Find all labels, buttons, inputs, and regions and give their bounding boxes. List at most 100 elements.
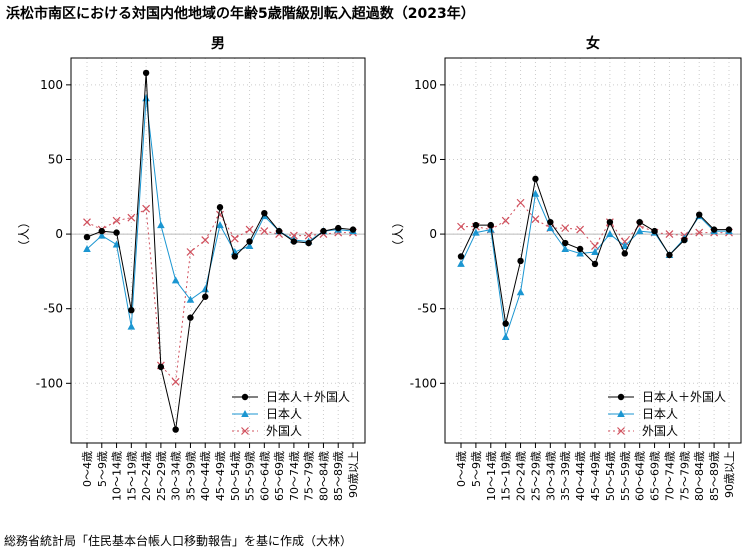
- series-line: [86, 98, 354, 327]
- legend-label: 日本人: [266, 407, 302, 421]
- x-tick-label: 75～79歳: [303, 451, 316, 501]
- legend-item: 外国人: [232, 424, 302, 438]
- data-point: [231, 253, 238, 260]
- data-point: [665, 230, 674, 239]
- legend-label: 外国人: [266, 424, 302, 438]
- x-tick-label: 70～74歳: [663, 451, 676, 501]
- x-tick-label: 75～79歳: [678, 451, 691, 501]
- data-point: [531, 189, 540, 197]
- data-point: [245, 225, 254, 234]
- data-point: [113, 229, 120, 236]
- data-point: [245, 242, 254, 250]
- data-point: [201, 236, 210, 244]
- data-point: [696, 211, 703, 218]
- x-tick-label: 0～4歳: [81, 451, 94, 487]
- x-tick-label: 85～89歳: [708, 451, 721, 501]
- data-point: [142, 204, 151, 213]
- data-point: [127, 322, 136, 330]
- data-point: [83, 233, 91, 241]
- y-tick-label: 50: [48, 152, 63, 166]
- data-point: [128, 306, 135, 314]
- y-tick-label: -100: [410, 376, 437, 390]
- x-tick-label: 60～64歳: [634, 451, 647, 501]
- data-point: [83, 218, 91, 227]
- data-point: [457, 253, 465, 260]
- data-point: [606, 230, 614, 238]
- x-tick-label: 85～89歳: [332, 451, 345, 501]
- data-point: [275, 227, 283, 235]
- x-tick-label: 35～39歳: [559, 451, 572, 501]
- series-line: [461, 201, 729, 247]
- data-point: [305, 239, 312, 247]
- data-point: [112, 216, 121, 225]
- y-tick-label: 0: [55, 227, 63, 241]
- data-point: [576, 225, 585, 234]
- data-point: [216, 204, 224, 211]
- data-point: [216, 210, 224, 219]
- data-point: [112, 240, 121, 248]
- data-point: [457, 259, 465, 267]
- data-point: [561, 224, 570, 233]
- data-point: [320, 227, 327, 235]
- y-tick-label: 100: [40, 78, 63, 92]
- x-tick-label: 20～24歳: [515, 451, 528, 501]
- x-tick-label: 20～24歳: [140, 451, 153, 501]
- x-tick-label: 60～64歳: [258, 451, 271, 501]
- legend-marker: [617, 393, 625, 401]
- x-tick-label: 10～14歳: [111, 451, 124, 501]
- legend-item: 日本人: [608, 407, 678, 421]
- legend-marker: [241, 427, 249, 435]
- data-point: [172, 426, 179, 433]
- data-point: [635, 227, 644, 235]
- legend-item: 日本人＋外国人: [608, 390, 726, 404]
- source-note: 総務省統計局「住民基本台帳人口移動報告」を基に作成（大林）: [4, 534, 353, 548]
- data-point: [260, 227, 269, 236]
- data-point: [157, 221, 165, 229]
- legend-marker: [617, 427, 625, 435]
- x-tick-label: 90歳以上: [723, 451, 736, 498]
- x-tick-label: 70～74歳: [288, 451, 301, 501]
- data-point: [472, 228, 480, 236]
- data-point: [97, 231, 106, 239]
- data-point: [531, 215, 540, 224]
- y-axis-label: （人）: [391, 216, 405, 252]
- data-point: [186, 295, 195, 303]
- x-tick-label: 30～34歳: [544, 451, 557, 501]
- data-point: [666, 251, 673, 259]
- data-point: [561, 245, 570, 253]
- y-tick-label: -50: [417, 302, 437, 316]
- data-point: [472, 221, 480, 229]
- data-point: [216, 221, 224, 229]
- data-point: [290, 238, 298, 245]
- x-tick-label: 15～19歳: [125, 451, 138, 501]
- x-tick-label: 80～84歳: [317, 451, 330, 501]
- chart-title: 浜松市南区における対国内他地域の年齢5歳階級別転入超過数（2023年）: [6, 6, 475, 22]
- x-tick-label: 65～69歳: [649, 451, 662, 501]
- x-tick-label: 45～49歳: [214, 451, 227, 501]
- data-point: [501, 333, 510, 341]
- chart-panel-1: 男 100 50 0 -50 -100 （人） 0～4歳 5～9歳 10～14歳 15～19歳 20～…: [17, 36, 366, 501]
- legend-label: 外国人: [642, 424, 678, 438]
- data-point: [186, 248, 195, 256]
- y-axis-label: （人）: [17, 216, 31, 252]
- y-tick-label: -50: [43, 302, 63, 316]
- x-tick-label: 5～9歳: [96, 451, 109, 487]
- data-point: [532, 175, 539, 183]
- data-point: [142, 69, 150, 77]
- legend-label: 日本人＋外国人: [266, 390, 350, 404]
- x-tick-label: 65～69歳: [273, 451, 286, 501]
- data-point: [98, 227, 105, 235]
- data-point: [591, 242, 599, 250]
- x-tick-label: 50～54歳: [604, 451, 617, 501]
- data-point: [591, 260, 599, 268]
- data-point: [562, 239, 569, 247]
- data-point: [546, 224, 555, 232]
- data-point: [83, 245, 91, 253]
- plot-frame: [70, 57, 366, 444]
- data-point: [202, 293, 209, 300]
- legend-item: 日本人＋外国人: [232, 390, 350, 404]
- data-point: [547, 218, 554, 226]
- legend-item: 外国人: [608, 424, 678, 438]
- data-point: [501, 216, 510, 225]
